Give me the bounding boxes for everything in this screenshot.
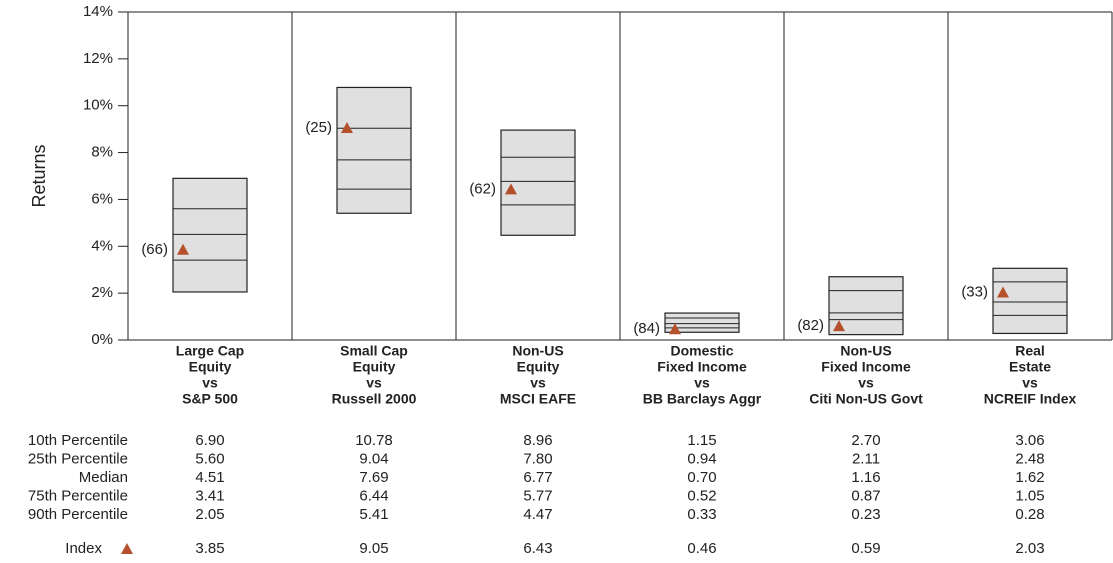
row-label: Median	[79, 469, 128, 486]
x-tick-label: BB Barclays Aggr	[643, 391, 762, 407]
box	[992, 267, 1068, 335]
table-value: 6.43	[523, 540, 552, 557]
table-value: 2.11	[852, 450, 880, 467]
row-label: 90th Percentile	[28, 506, 128, 523]
y-tick-label: 12%	[83, 50, 113, 67]
x-tick-label: Russell 2000	[332, 391, 417, 407]
x-tick-label: vs	[366, 375, 382, 391]
table-value: 2.03	[1015, 540, 1044, 557]
table-value: 3.41	[195, 487, 224, 504]
table-value: 0.59	[851, 540, 880, 557]
index-marker	[341, 121, 353, 133]
table-value: 6.90	[195, 432, 224, 449]
box	[500, 129, 576, 236]
table-value: 3.06	[1015, 432, 1044, 449]
table-value: 6.77	[523, 469, 552, 486]
y-tick-label: 2%	[91, 284, 113, 301]
y-tick-label: 6%	[91, 190, 113, 207]
y-tick-label: 14%	[83, 3, 113, 20]
rank-label: (84)	[633, 320, 660, 337]
index-marker	[669, 323, 681, 335]
table-value: 2.05	[195, 506, 224, 523]
rank-label: (66)	[141, 241, 168, 258]
x-tick-label: Equity	[189, 359, 232, 375]
table-value: 3.85	[195, 540, 224, 557]
x-tick-label: Real	[1015, 343, 1045, 359]
table-value: 0.87	[851, 487, 880, 504]
table-value: 6.44	[359, 487, 388, 504]
x-tick-label: Domestic	[670, 343, 733, 359]
table-value: 0.28	[1015, 506, 1044, 523]
x-tick-label: vs	[1022, 375, 1038, 391]
index-marker	[997, 286, 1009, 298]
x-tick-label: vs	[694, 375, 710, 391]
y-axis-title: Returns	[29, 144, 49, 207]
x-tick-label: vs	[202, 375, 218, 391]
table-value: 1.16	[851, 469, 880, 486]
table-value: 0.94	[687, 450, 716, 467]
table-value: 4.51	[195, 469, 224, 486]
table-value: 0.46	[687, 540, 716, 557]
table-value: 5.41	[359, 506, 388, 523]
table-value: 1.62	[1015, 469, 1044, 486]
x-tick-label: Small Cap	[340, 343, 408, 359]
table-value: 0.33	[687, 506, 716, 523]
table-value: 7.80	[523, 450, 552, 467]
y-tick-label: 4%	[91, 237, 113, 254]
table-value: 7.69	[359, 469, 388, 486]
table-value: 5.77	[523, 487, 552, 504]
table-value: 0.23	[851, 506, 880, 523]
table-value: 8.96	[523, 432, 552, 449]
x-tick-label: Large Cap	[176, 343, 244, 359]
x-tick-label: Non-US	[512, 343, 563, 359]
box	[336, 86, 412, 214]
table-value: 1.05	[1015, 487, 1044, 504]
row-label: 25th Percentile	[28, 450, 128, 467]
table-value: 10.78	[355, 432, 393, 449]
table-value: 0.70	[687, 469, 716, 486]
table-value: 0.52	[687, 487, 716, 504]
x-tick-label: Fixed Income	[657, 359, 747, 375]
x-tick-label: Equity	[353, 359, 396, 375]
x-tick-label: vs	[858, 375, 874, 391]
rank-label: (25)	[305, 119, 332, 136]
rank-label: (33)	[961, 283, 988, 300]
x-tick-label: MSCI EAFE	[500, 391, 576, 407]
table-value: 5.60	[195, 450, 224, 467]
table-value: 2.70	[851, 432, 880, 449]
table-value: 2.48	[1015, 450, 1044, 467]
box	[172, 177, 248, 293]
y-tick-label: 8%	[91, 144, 113, 161]
x-tick-label: Citi Non-US Govt	[809, 391, 923, 407]
x-tick-label: S&P 500	[182, 391, 238, 407]
y-tick-label: 10%	[83, 97, 113, 114]
x-tick-label: Equity	[517, 359, 560, 375]
index-marker	[177, 243, 189, 255]
row-label: Index	[65, 540, 102, 557]
table-value: 4.47	[523, 506, 552, 523]
x-tick-label: vs	[530, 375, 546, 391]
legend-marker	[121, 543, 133, 554]
row-label: 10th Percentile	[28, 432, 128, 449]
x-tick-label: Estate	[1009, 359, 1051, 375]
table-value: 9.04	[359, 450, 388, 467]
y-tick-label: 0%	[91, 331, 113, 348]
table-value: 9.05	[359, 540, 388, 557]
rank-label: (82)	[797, 317, 824, 334]
table-value: 1.15	[687, 432, 716, 449]
x-tick-label: NCREIF Index	[984, 391, 1077, 407]
row-label: 75th Percentile	[28, 487, 128, 504]
index-marker	[505, 183, 517, 195]
index-marker	[833, 320, 845, 332]
x-tick-label: Fixed Income	[821, 359, 911, 375]
x-tick-label: Non-US	[840, 343, 891, 359]
rank-label: (62)	[469, 180, 496, 197]
